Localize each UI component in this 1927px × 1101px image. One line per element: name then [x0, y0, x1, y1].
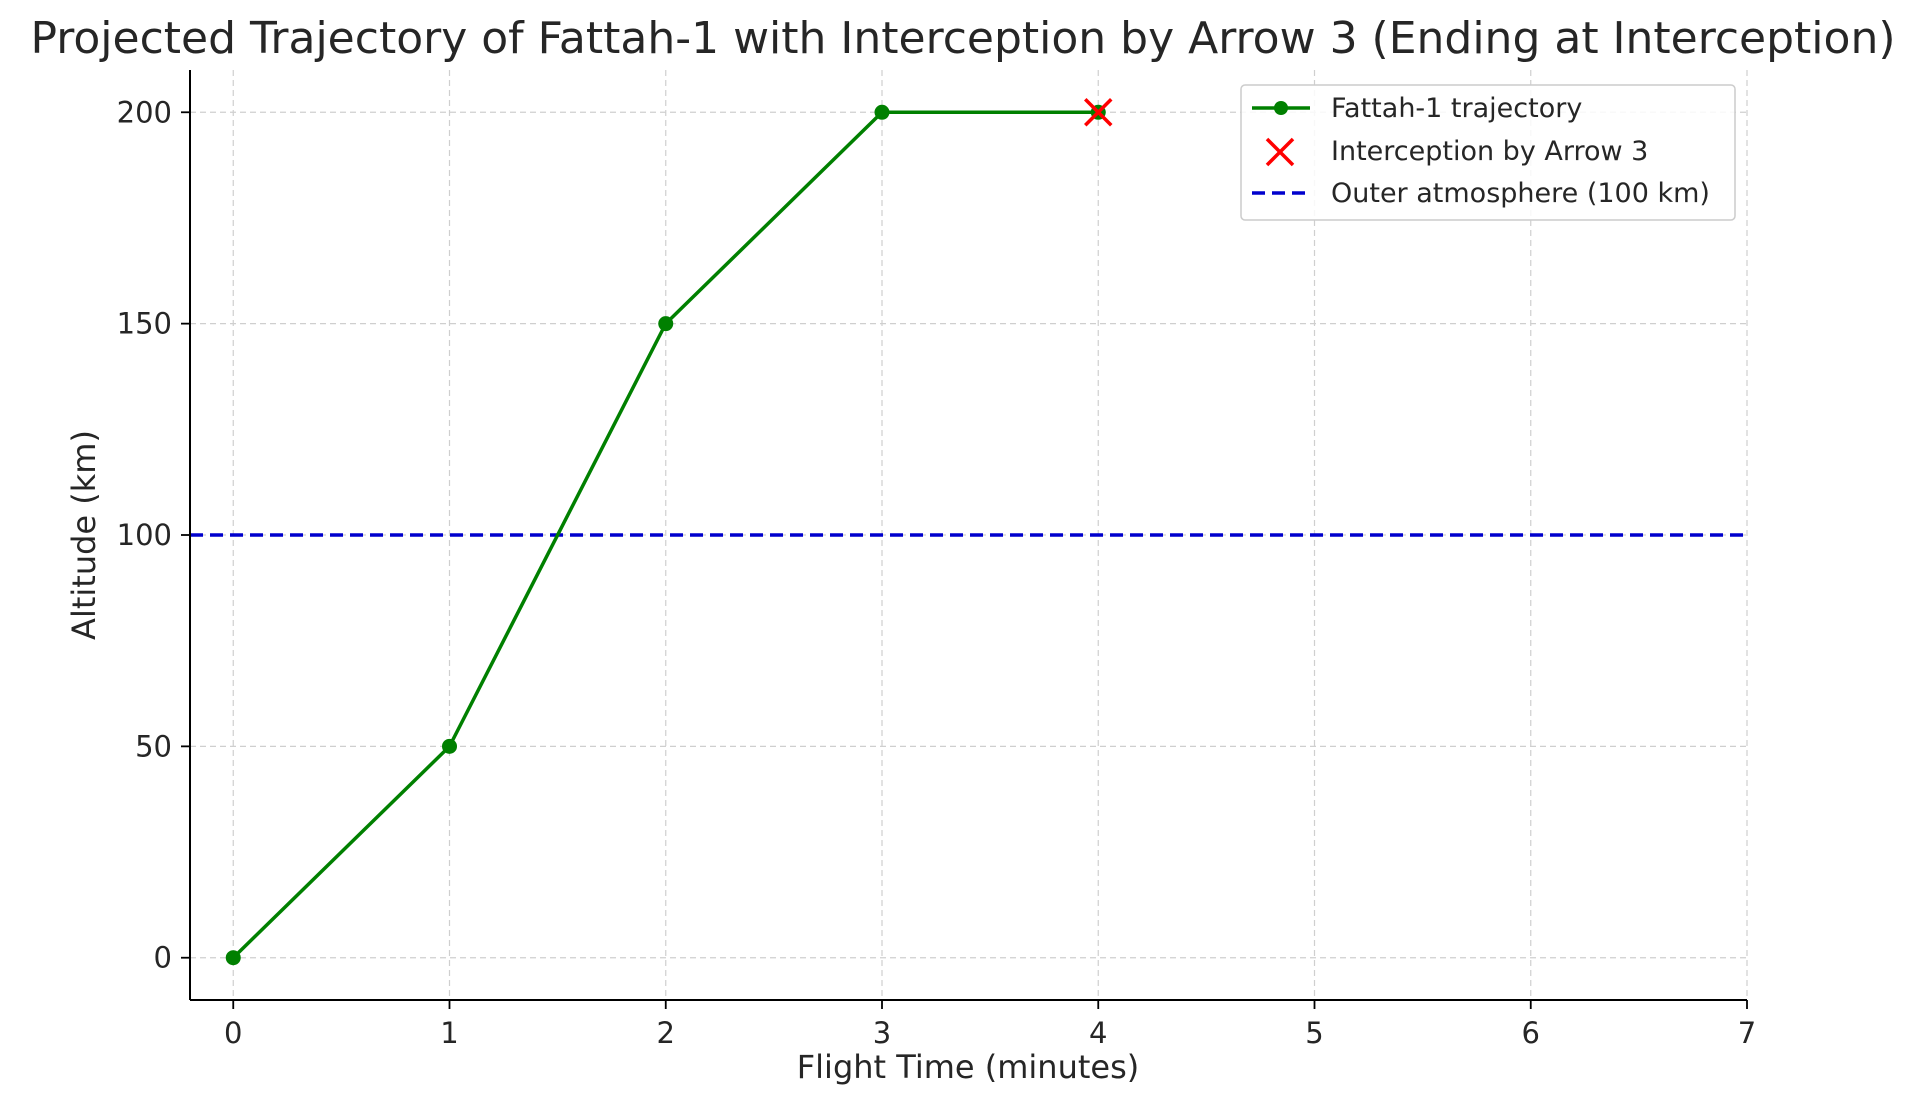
x-tick-label: 6 [1522, 1016, 1540, 1050]
legend-atmosphere-label: Outer atmosphere (100 km) [1331, 178, 1710, 209]
x-tick-label: 2 [657, 1016, 675, 1050]
y-tick-label: 100 [117, 518, 172, 552]
legend-interception-label: Interception by Arrow 3 [1331, 136, 1648, 167]
legend-trajectory-label: Fattah-1 trajectory [1331, 93, 1582, 124]
interception-point [1084, 98, 1113, 127]
y-ticks: 0 50 100 150 200 [117, 95, 190, 975]
x-tick-label: 3 [873, 1016, 891, 1050]
x-tick-label: 7 [1738, 1016, 1756, 1050]
x-tick-label: 1 [440, 1016, 458, 1050]
trajectory-point [874, 104, 890, 120]
legend-trajectory-marker [1274, 101, 1288, 115]
trajectory-point [442, 738, 457, 754]
legend-interception-marker [1265, 137, 1295, 167]
y-tick-label: 150 [117, 307, 172, 341]
x-tick-label: 0 [224, 1016, 242, 1050]
x-ticks: 0 1 2 3 4 5 6 7 [224, 1000, 1756, 1050]
legend-box [1240, 84, 1736, 221]
chart-title: Projected Trajectory of Fattah-1 with In… [30, 13, 1895, 64]
y-axis-label: Altitude (km) [65, 430, 103, 640]
y-tick-label: 0 [154, 941, 172, 975]
trajectory-point [658, 316, 674, 332]
legend: Fattah-1 trajectory Interception by Arro… [1240, 84, 1736, 221]
trajectory-point [225, 950, 241, 966]
interception-layer [1084, 98, 1113, 127]
y-tick-label: 200 [117, 95, 172, 129]
x-axis-label: Flight Time (minutes) [797, 1048, 1139, 1086]
x-tick-label: 5 [1305, 1016, 1323, 1050]
trajectory-layer [225, 104, 1106, 966]
x-tick-label: 4 [1089, 1016, 1107, 1050]
interception-stroke [1084, 98, 1113, 127]
y-tick-label: 50 [135, 729, 172, 763]
